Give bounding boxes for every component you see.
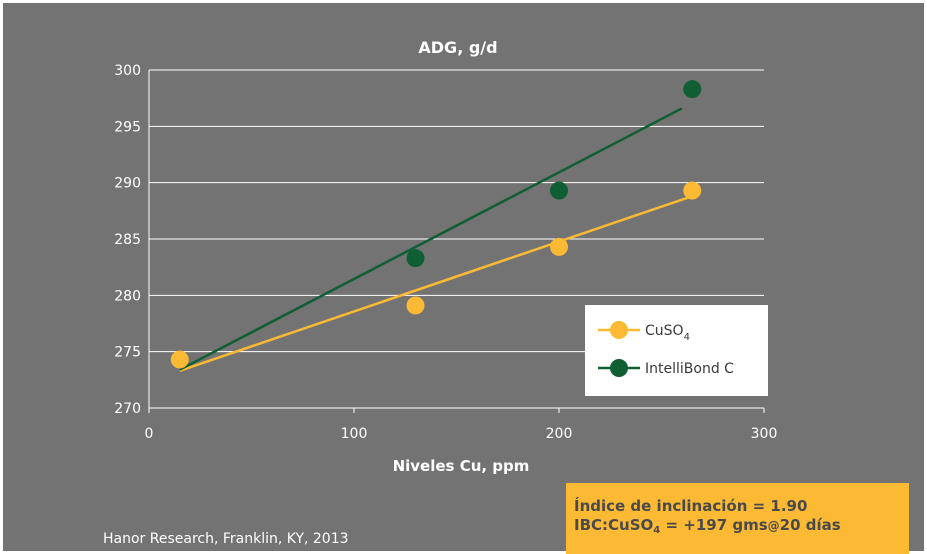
trend-line-series-1 [179,107,683,371]
data-point-series-1-1 [550,181,568,200]
legend-box [585,305,768,396]
slope-note-line1: Índice de inclinación = 1.90 [574,497,808,515]
slope-note-box: Índice de inclinación = 1.90 IBC:CuSO4 =… [566,483,909,554]
chart-panel: ADG, g/d 270 275 280 285 290 295 300 0 100 200 300… [3,3,924,551]
note-at-sign: @ [767,519,780,533]
note-ratio-label: IBC:CuSO [574,516,654,534]
data-point-series-0-1 [406,296,425,315]
y-tick-label-300: 300 [114,63,141,79]
y-tick-label-275: 275 [114,345,141,361]
source-citation: Hanor Research, Franklin, KY, 2013 [103,531,349,547]
y-tick-label-270: 270 [114,401,141,417]
data-point-series-0-2 [550,237,568,256]
trend-lines [179,107,693,373]
legend-marker-cuso4 [610,321,628,339]
chart-title: ADG, g/d [418,38,497,57]
trend-line-series-0 [179,195,693,373]
x-tick-label-0: 0 [145,426,154,442]
note-ratio-value: = +197 gms [660,516,768,534]
chart-svg: ADG, g/d 270 275 280 285 290 295 300 0 100 200 300… [103,38,777,547]
y-tick-label-295: 295 [114,119,141,135]
data-points [170,80,702,369]
x-tick-label-300: 300 [751,426,778,442]
legend-marker-intellibond [610,359,628,377]
data-point-series-1-0 [406,249,425,268]
axes [148,70,765,413]
x-tick-label-100: 100 [341,426,368,442]
y-tick-label-290: 290 [114,176,141,192]
slope-note-line2: IBC:CuSO4 = +197 gms@20 días [574,516,909,540]
legend-label-intellibond: IntelliBond C [645,361,734,377]
legend-label-cuso4: CuSO4 [645,323,690,343]
y-tick-label-280: 280 [114,288,141,304]
x-axis-title: Niveles Cu, ppm [393,457,530,475]
tick-labels: 270 275 280 285 290 295 300 0 100 200 300 [114,63,777,442]
note-ratio-sub: 4 [653,525,661,536]
legend: CuSO4 IntelliBond C [585,305,768,396]
data-point-series-0-3 [683,181,702,200]
note-days: 20 días [779,516,841,534]
y-tick-label-285: 285 [114,232,141,248]
data-point-series-1-2 [683,80,702,99]
x-tick-label-200: 200 [546,426,573,442]
data-point-series-0-0 [170,350,189,369]
